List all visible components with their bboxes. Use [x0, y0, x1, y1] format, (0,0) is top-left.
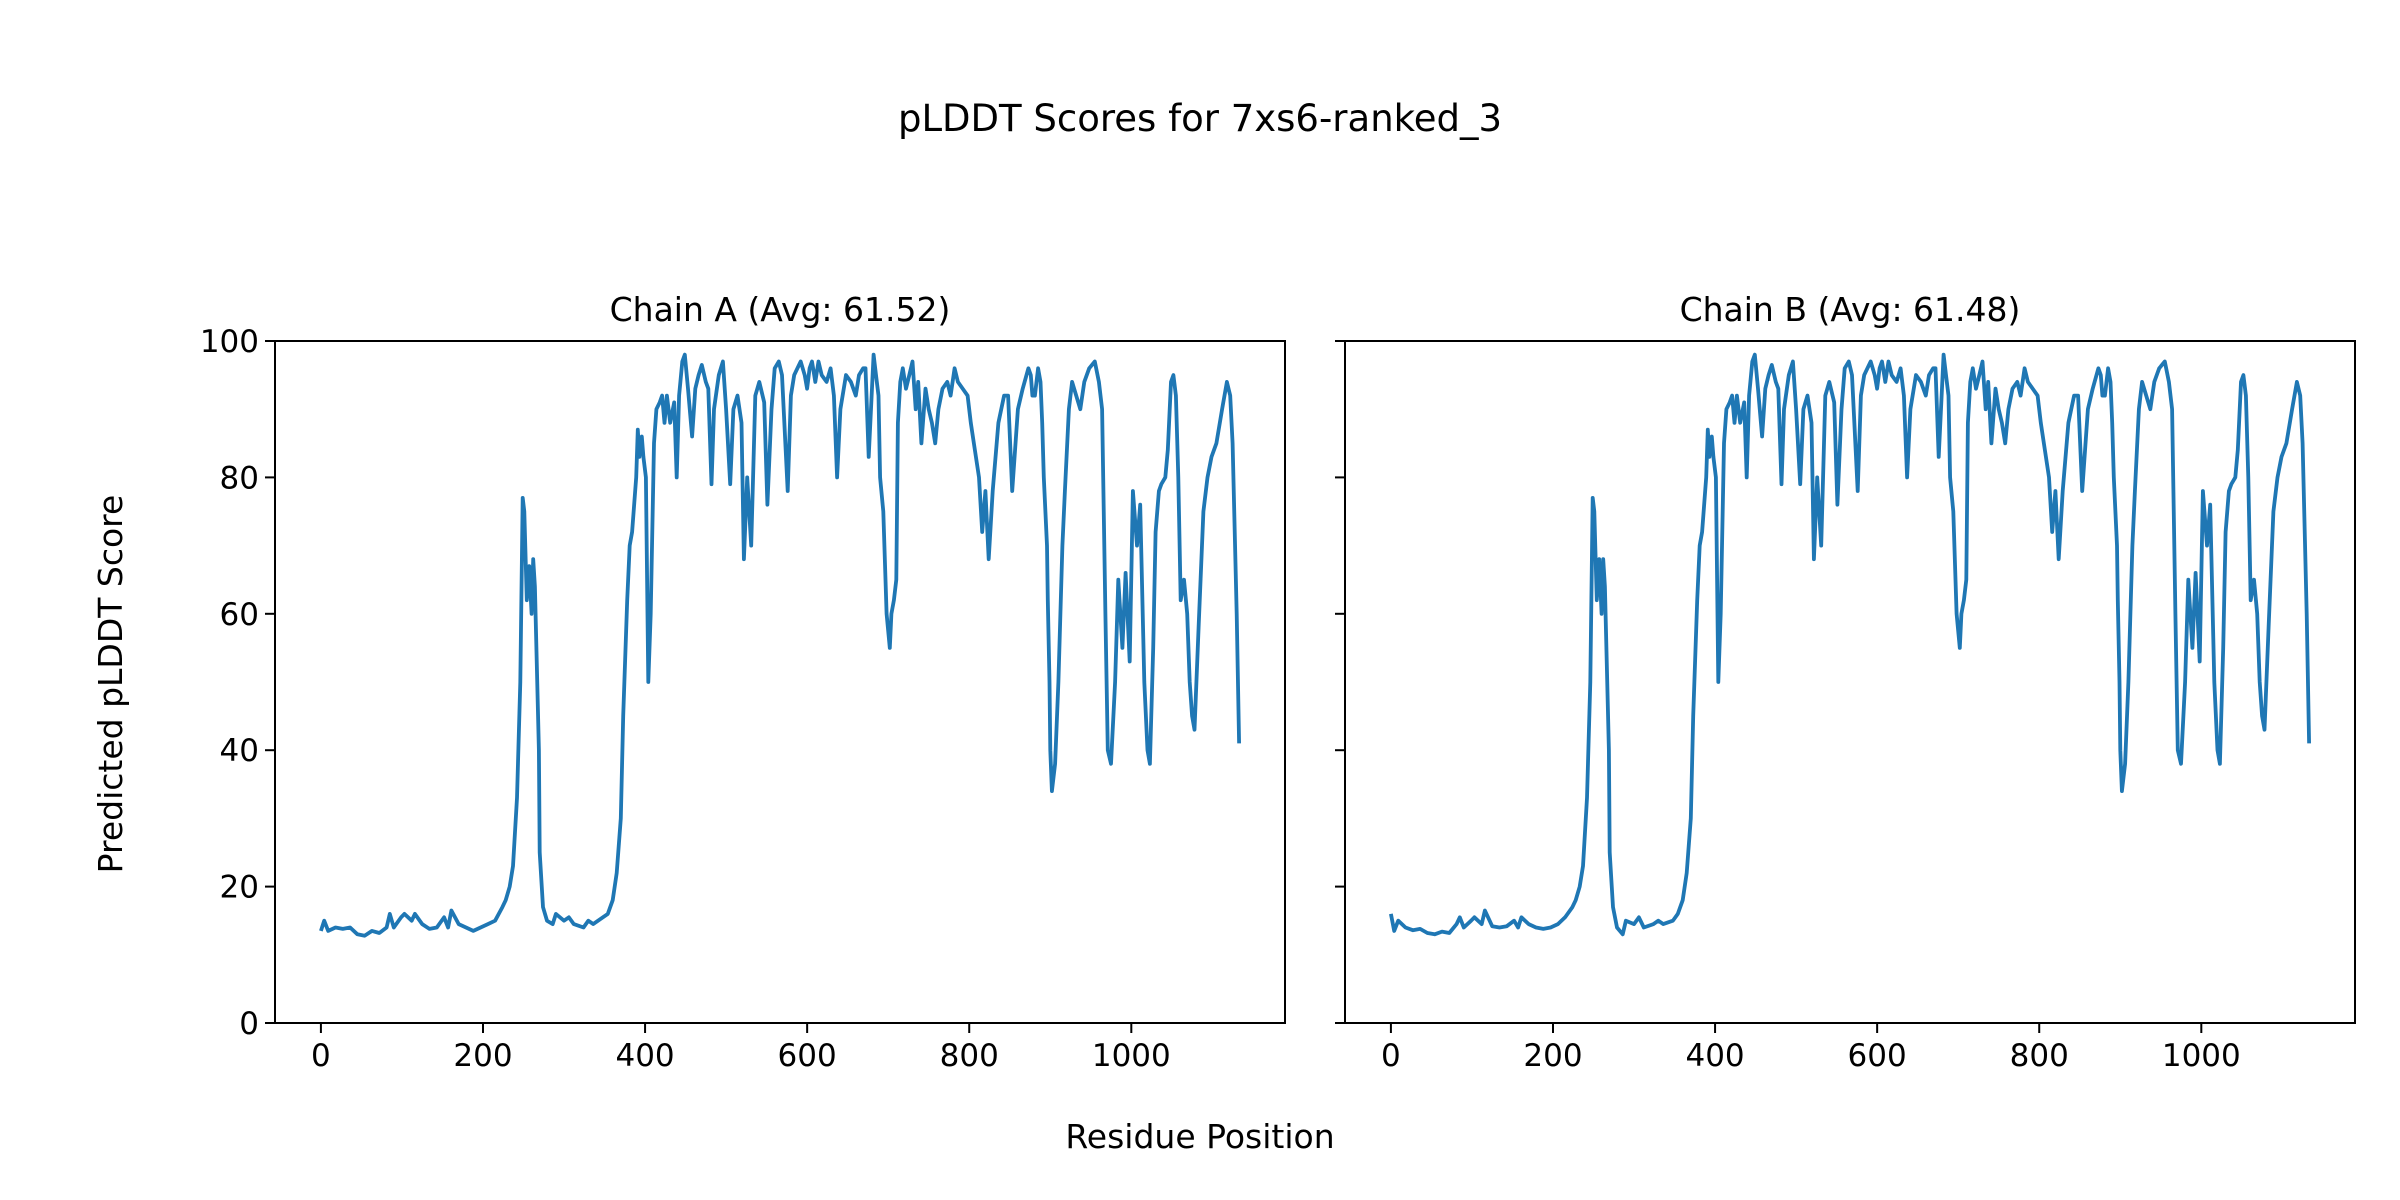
plddt-series-line [1389, 352, 2311, 937]
y-tick-label: 20 [220, 870, 259, 906]
x-tick-label: 200 [453, 1038, 512, 1074]
x-tick-label: 0 [1381, 1038, 1401, 1074]
plddt-series-line [319, 352, 1241, 938]
y-tick-label: 100 [200, 324, 259, 360]
x-tick-label: 200 [1523, 1038, 1582, 1074]
x-tick-label: 400 [615, 1038, 674, 1074]
y-tick-label: 0 [239, 1006, 259, 1042]
x-axis-label: Residue Position [1065, 1117, 1334, 1156]
panel-title: Chain B (Avg: 61.48) [1680, 290, 2021, 329]
chart-panel-b: Chain B (Avg: 61.48) 0 200 400 600 800 1000 [1335, 290, 2356, 1074]
x-tick-label: 800 [2010, 1038, 2069, 1074]
y-tick-label: 80 [220, 460, 259, 496]
axes-frame [1344, 340, 2356, 1024]
chart-panel-a: Chain A (Avg: 61.52) 0 200 400 600 800 1000 0 20… [200, 290, 1286, 1074]
x-tick-label: 600 [778, 1038, 837, 1074]
y-tick-label: 40 [220, 733, 259, 769]
x-tick-label: 600 [1848, 1038, 1907, 1074]
y-tick-label: 60 [220, 597, 259, 633]
x-tick-label: 0 [311, 1038, 331, 1074]
figure-title: pLDDT Scores for 7xs6-ranked_3 [898, 97, 1502, 140]
axes-frame [274, 340, 1286, 1024]
x-tick-label: 1000 [2162, 1038, 2241, 1074]
x-tick-label: 1000 [1092, 1038, 1171, 1074]
x-tick-label: 800 [940, 1038, 999, 1074]
y-axis-label: Predicted pLDDT Score [91, 495, 130, 874]
x-tick-label: 400 [1685, 1038, 1744, 1074]
panel-title: Chain A (Avg: 61.52) [610, 290, 951, 329]
